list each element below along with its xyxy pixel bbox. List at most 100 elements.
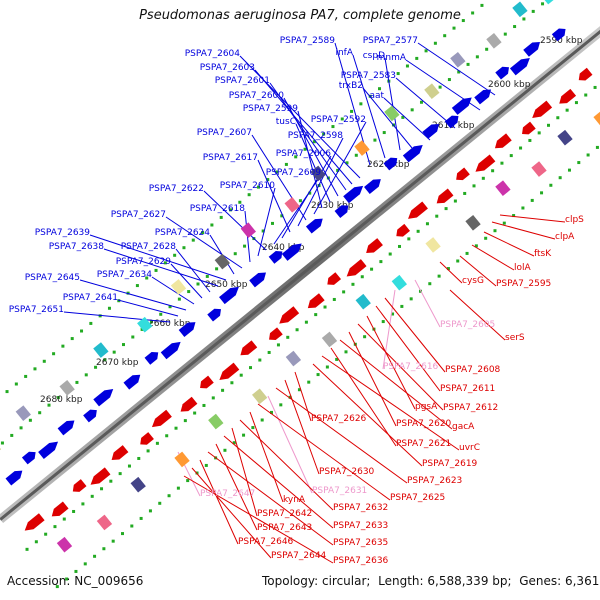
feature-block — [174, 451, 190, 468]
lane-dot — [261, 229, 265, 233]
lane-dot — [443, 34, 447, 38]
leader-line — [257, 159, 291, 233]
forward-gene-arrow — [57, 420, 75, 436]
feature-block — [425, 237, 441, 253]
genes-label: Genes: — [519, 574, 562, 588]
lane-dot — [242, 433, 246, 437]
forward-gene-arrow — [178, 322, 196, 337]
feature-block — [486, 32, 502, 49]
feature-block — [512, 1, 528, 18]
leader-line — [313, 121, 367, 215]
forward-gene-label: PSPA7_2634 — [97, 270, 153, 280]
leader-line — [199, 459, 239, 545]
leader-line — [459, 255, 497, 287]
leader-line — [79, 279, 187, 311]
reverse-gene-arrow — [151, 409, 172, 428]
feature-block — [285, 350, 302, 367]
lane-dot — [294, 155, 298, 159]
leader-line — [375, 305, 441, 392]
forward-gene-arrow — [495, 66, 509, 80]
lane-dot — [182, 246, 186, 250]
leader-line — [312, 363, 423, 467]
forward-gene-arrow — [249, 272, 267, 288]
lane-dot — [425, 222, 429, 226]
forward-gene-label: PSPA7_2600 — [229, 91, 285, 101]
reverse-gene-label: PSPA7_2636 — [333, 556, 389, 566]
reverse-gene-label: ftsK — [534, 249, 552, 259]
lane-dot — [168, 305, 172, 309]
forward-gene-label: PSPA7_2629 — [116, 257, 172, 267]
reverse-gene-arrow — [279, 306, 300, 324]
lane-dot — [350, 109, 354, 113]
lane-dot — [593, 85, 597, 89]
lane-dot — [586, 153, 590, 157]
forward-gene-arrow — [402, 145, 423, 163]
lane-dot — [229, 208, 233, 212]
reverse-gene-label: PSPA7_2644 — [271, 551, 327, 561]
lane-dot — [121, 343, 125, 347]
forward-gene-label: PSPA7_2598 — [288, 131, 344, 141]
forward-gene-label: PSPA7_2609 — [266, 168, 322, 178]
lane-dot — [167, 494, 171, 498]
reverse-gene-arrow — [200, 375, 214, 389]
lane-dot — [400, 304, 404, 308]
reverse-gene-label: PSPA7_2633 — [333, 521, 388, 531]
lane-dot — [340, 117, 344, 121]
lane-dot — [223, 448, 227, 452]
lane-dot — [74, 569, 78, 573]
reverse-gene-label: clpS — [565, 215, 584, 225]
forward-gene-label: trxB2 — [339, 81, 363, 91]
lane-dot — [266, 178, 270, 182]
lane-dot — [577, 161, 581, 165]
lane-dot — [247, 193, 251, 197]
lane-dot — [370, 267, 374, 271]
lane-dot — [83, 562, 87, 566]
leader-line — [257, 403, 391, 501]
lane-dot — [316, 373, 320, 377]
lane-dot — [415, 56, 419, 60]
lane-dot — [322, 132, 326, 136]
reverse-gene-label: PSPA7_2643 — [257, 523, 312, 533]
backbone-core — [0, 29, 600, 521]
reverse-gene-label: PSPA7_2635 — [333, 538, 388, 548]
lane-dot — [72, 509, 76, 513]
forward-gene-arrow — [21, 451, 36, 465]
lane-dot — [378, 87, 382, 91]
feature-block — [557, 129, 573, 146]
lane-dot — [130, 524, 134, 528]
feature-block — [321, 331, 338, 348]
leader-line — [352, 54, 386, 159]
lane-dot — [359, 102, 363, 106]
lane-dot — [484, 236, 488, 240]
reverse-gene-arrow — [396, 223, 411, 237]
lane-dot — [297, 388, 301, 392]
leader-line — [273, 174, 322, 245]
lane-dot — [547, 123, 551, 127]
lane-dot — [280, 214, 284, 218]
forward-gene-label: PSPA7_2618 — [190, 204, 246, 214]
lane-dot — [34, 540, 38, 544]
lane-dot — [354, 153, 358, 157]
lane-dot — [398, 244, 402, 248]
forward-gene-label: PSPA7_2639 — [35, 228, 91, 238]
lane-dot — [373, 138, 377, 142]
lane-dot — [38, 411, 42, 415]
lane-dot — [475, 55, 479, 59]
leader-line — [239, 419, 334, 511]
forward-gene-arrow — [551, 28, 566, 42]
lane-dot — [215, 267, 219, 271]
feature-block — [214, 253, 231, 270]
lane-dot — [100, 487, 104, 491]
forward-gene-label: PSPA7_2651 — [9, 305, 64, 315]
reverse-gene-label: PSPA7_2646 — [238, 537, 294, 547]
reverse-gene-label: PSPA7_2621 — [396, 439, 451, 449]
lane-dot — [503, 32, 507, 36]
forward-gene-arrow — [523, 41, 541, 57]
leader-line — [151, 276, 195, 305]
forward-gene-arrow — [444, 115, 459, 129]
lane-dot — [401, 115, 405, 119]
forward-gene-label: PSPA7_2638 — [49, 242, 105, 252]
reverse-gene-label: PSPA7_2632 — [333, 503, 388, 513]
leader-line — [170, 263, 203, 299]
forward-gene-label: PSPA7_2604 — [185, 49, 241, 59]
